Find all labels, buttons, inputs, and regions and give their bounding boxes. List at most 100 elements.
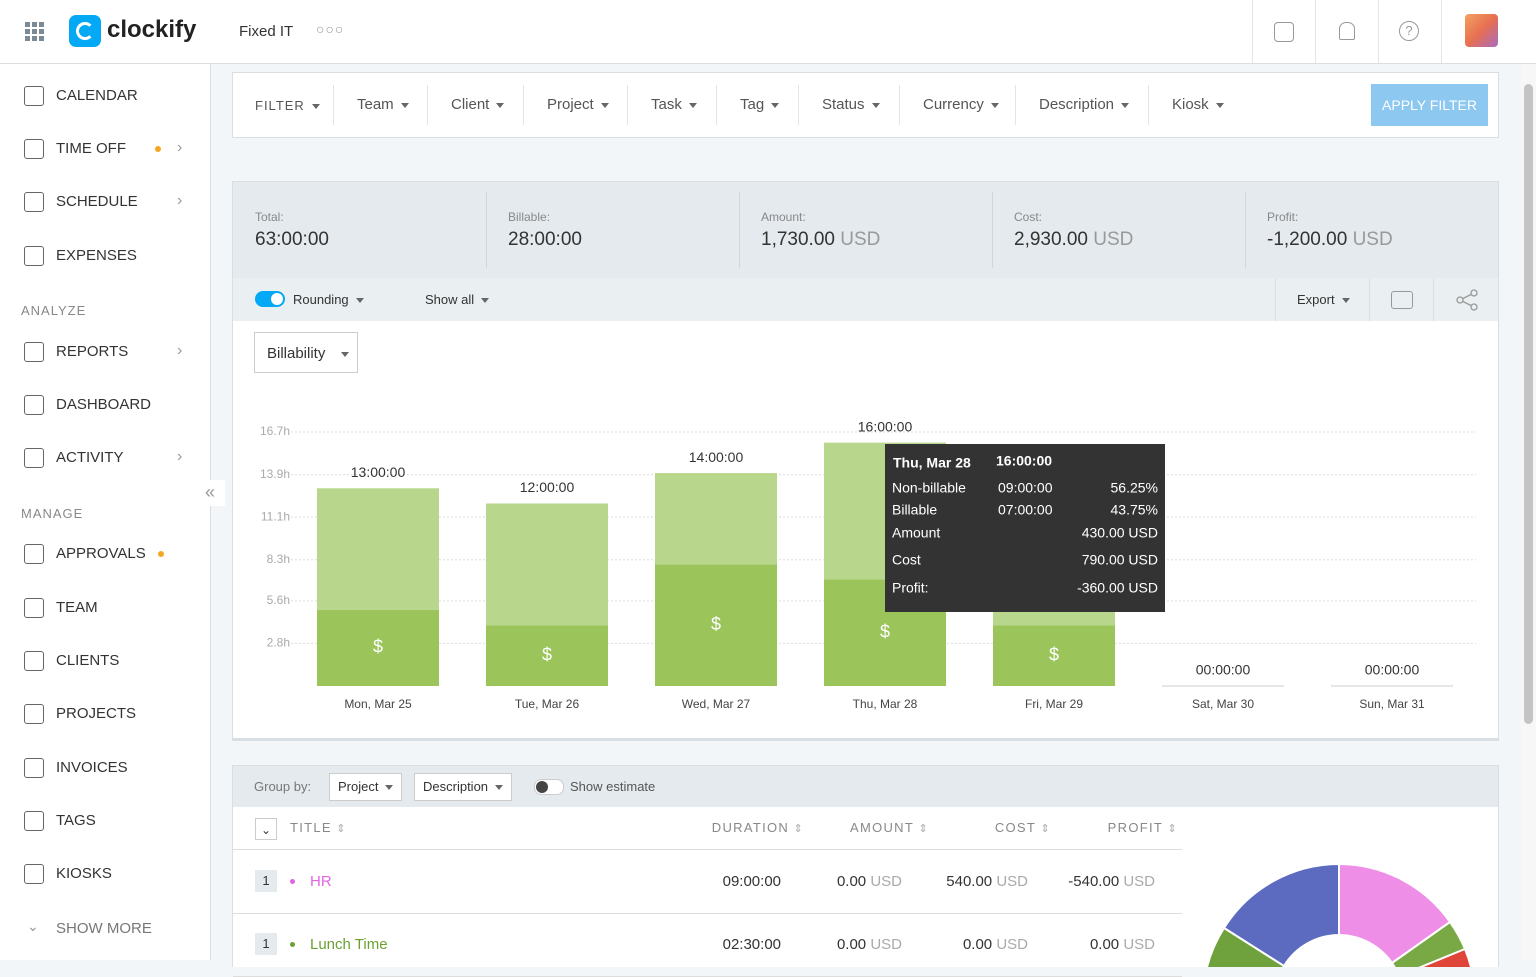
filter-label: Project	[547, 96, 594, 113]
separator	[523, 85, 524, 125]
unit: USD	[996, 873, 1028, 890]
y-tick-label: 13.9h	[260, 467, 290, 481]
more-icon[interactable]: ○○○	[316, 21, 345, 37]
group-select[interactable]: Project	[329, 773, 403, 801]
billable-icon: $	[1049, 644, 1059, 664]
column-header[interactable]: DURATION ⇕	[711, 820, 804, 835]
sidebar: SHOW MORE ⌄ « CALENDAR TIME OFF › SCHEDULE ›…	[0, 64, 225, 960]
status-dot	[155, 146, 161, 152]
total-label: 00:00:00	[1196, 662, 1251, 678]
section-heading: MANAGE	[21, 506, 84, 521]
column-header[interactable]: AMOUNT ⇕	[849, 820, 929, 835]
bar-segment	[317, 609, 439, 686]
expand-all[interactable]: ⌄	[255, 818, 277, 840]
nav-item[interactable]: TEAM	[0, 588, 210, 628]
apps-icon[interactable]	[25, 22, 45, 42]
project-dot	[290, 879, 295, 884]
chart-dropdown[interactable]: Billability	[254, 332, 358, 373]
bar-segment	[317, 488, 439, 610]
project-title[interactable]: HR	[310, 873, 332, 890]
estimate-toggle[interactable]	[534, 779, 564, 795]
export[interactable]: Export	[1297, 293, 1350, 306]
billable-icon: $	[711, 614, 721, 634]
nav-item[interactable]: CALENDAR	[0, 76, 210, 116]
filter-item[interactable]: Description	[1039, 96, 1130, 113]
nav-label: APPROVALS	[56, 545, 146, 562]
tooltip-duration: 07:00:00	[998, 502, 1053, 518]
nav-label: TIME OFF	[56, 140, 126, 157]
export-label: Export	[1297, 292, 1335, 307]
filter-item[interactable]: Currency	[923, 97, 999, 112]
nav-item[interactable]: INVOICES	[0, 748, 210, 788]
y-tick-label: 5.6h	[267, 593, 290, 607]
nav-item[interactable]: DASHBOARD	[0, 385, 210, 425]
rounding[interactable]: Rounding	[293, 293, 364, 306]
nav-icon	[24, 246, 44, 266]
share-icon[interactable]	[1455, 289, 1479, 311]
extension-icon[interactable]	[1274, 22, 1294, 42]
filter-item[interactable]: Client	[451, 97, 505, 112]
filter-item[interactable]: Status	[822, 97, 880, 112]
bell-icon[interactable]	[1339, 22, 1355, 40]
nav-item[interactable]: CLIENTS	[0, 641, 210, 681]
nav-icon	[24, 192, 44, 212]
nav-item[interactable]: APPROVALS	[0, 534, 210, 574]
group-select[interactable]: Description	[414, 773, 513, 801]
amount-value: 0.00	[836, 936, 867, 953]
nav-icon	[24, 139, 44, 159]
show-label: Show all	[425, 292, 475, 307]
nav-item[interactable]: EXPENSES	[0, 236, 210, 276]
nav-item[interactable]: ACTIVITY ›	[0, 438, 210, 478]
nav-item[interactable]: REPORTS ›	[0, 332, 210, 372]
project-title[interactable]: Lunch Time	[310, 936, 388, 953]
column-header[interactable]: PROFIT ⇕	[1107, 820, 1178, 835]
chevron: ⌄	[27, 918, 39, 934]
chevron: ›	[177, 192, 183, 209]
workspace[interactable]: Fixed IT	[239, 23, 294, 40]
collapse-button[interactable]: «	[195, 480, 225, 506]
nav-icon	[24, 864, 44, 884]
chart-panel: Billability 2.8h 5.6h 8.3h 11.1h 13.9h 16.7h $…	[232, 321, 1499, 741]
column-header[interactable]: COST ⇕	[994, 820, 1051, 835]
show-all[interactable]: Show all	[425, 292, 490, 307]
print-icon[interactable]	[1391, 291, 1413, 309]
separator	[1015, 85, 1016, 125]
nav-item[interactable]: TIME OFF ›	[0, 129, 210, 169]
filter-item[interactable]: Tag	[740, 97, 780, 112]
total-label: 13:00:00	[351, 464, 406, 480]
nav-item[interactable]: SCHEDULE ›	[0, 182, 210, 222]
filter-label: Description	[1039, 96, 1115, 113]
project-dot	[290, 942, 295, 947]
help-icon[interactable]: ?	[1399, 21, 1419, 41]
avatar[interactable]	[1465, 14, 1498, 47]
rounding-toggle[interactable]	[255, 291, 285, 307]
logo-icon	[69, 15, 101, 47]
summary-unit: USD	[1352, 229, 1393, 250]
apply-filter-button[interactable]: APPLY FILTER	[1371, 84, 1488, 126]
count-badge: 1	[255, 933, 277, 955]
group-label: Group by:	[254, 779, 312, 794]
filter-label: Team	[357, 96, 394, 113]
tooltip-total: 16:00:00	[996, 453, 1052, 469]
filter-item[interactable]: Task	[651, 97, 697, 112]
column-header[interactable]: TITLE ⇕	[290, 820, 347, 835]
filter-item[interactable]: Kiosk	[1172, 97, 1224, 112]
tooltip-box	[885, 444, 1165, 612]
column-label: AMOUNT	[849, 820, 915, 835]
billable-icon: $	[542, 644, 552, 664]
nav-item[interactable]: PROJECTS	[0, 694, 210, 734]
nav-item[interactable]: KIOSKS	[0, 854, 210, 894]
filter-item[interactable]: Project	[547, 97, 609, 112]
summary-unit: USD	[1093, 229, 1134, 250]
show-more[interactable]: SHOW MORE	[56, 920, 152, 937]
scrollbar[interactable]	[1521, 64, 1536, 960]
nav-label: TEAM	[56, 599, 98, 616]
filter-item[interactable]: FILTER	[255, 99, 320, 112]
nav-item[interactable]: TAGS	[0, 801, 210, 841]
duration-value: 09:00:00	[722, 873, 781, 890]
filter-item[interactable]: Team	[357, 97, 409, 112]
summary-value: 1,730.00 USD	[761, 230, 880, 249]
nav-label: CLIENTS	[56, 652, 120, 669]
bar-segment	[486, 625, 608, 686]
nav-label: PROJECTS	[56, 705, 137, 722]
